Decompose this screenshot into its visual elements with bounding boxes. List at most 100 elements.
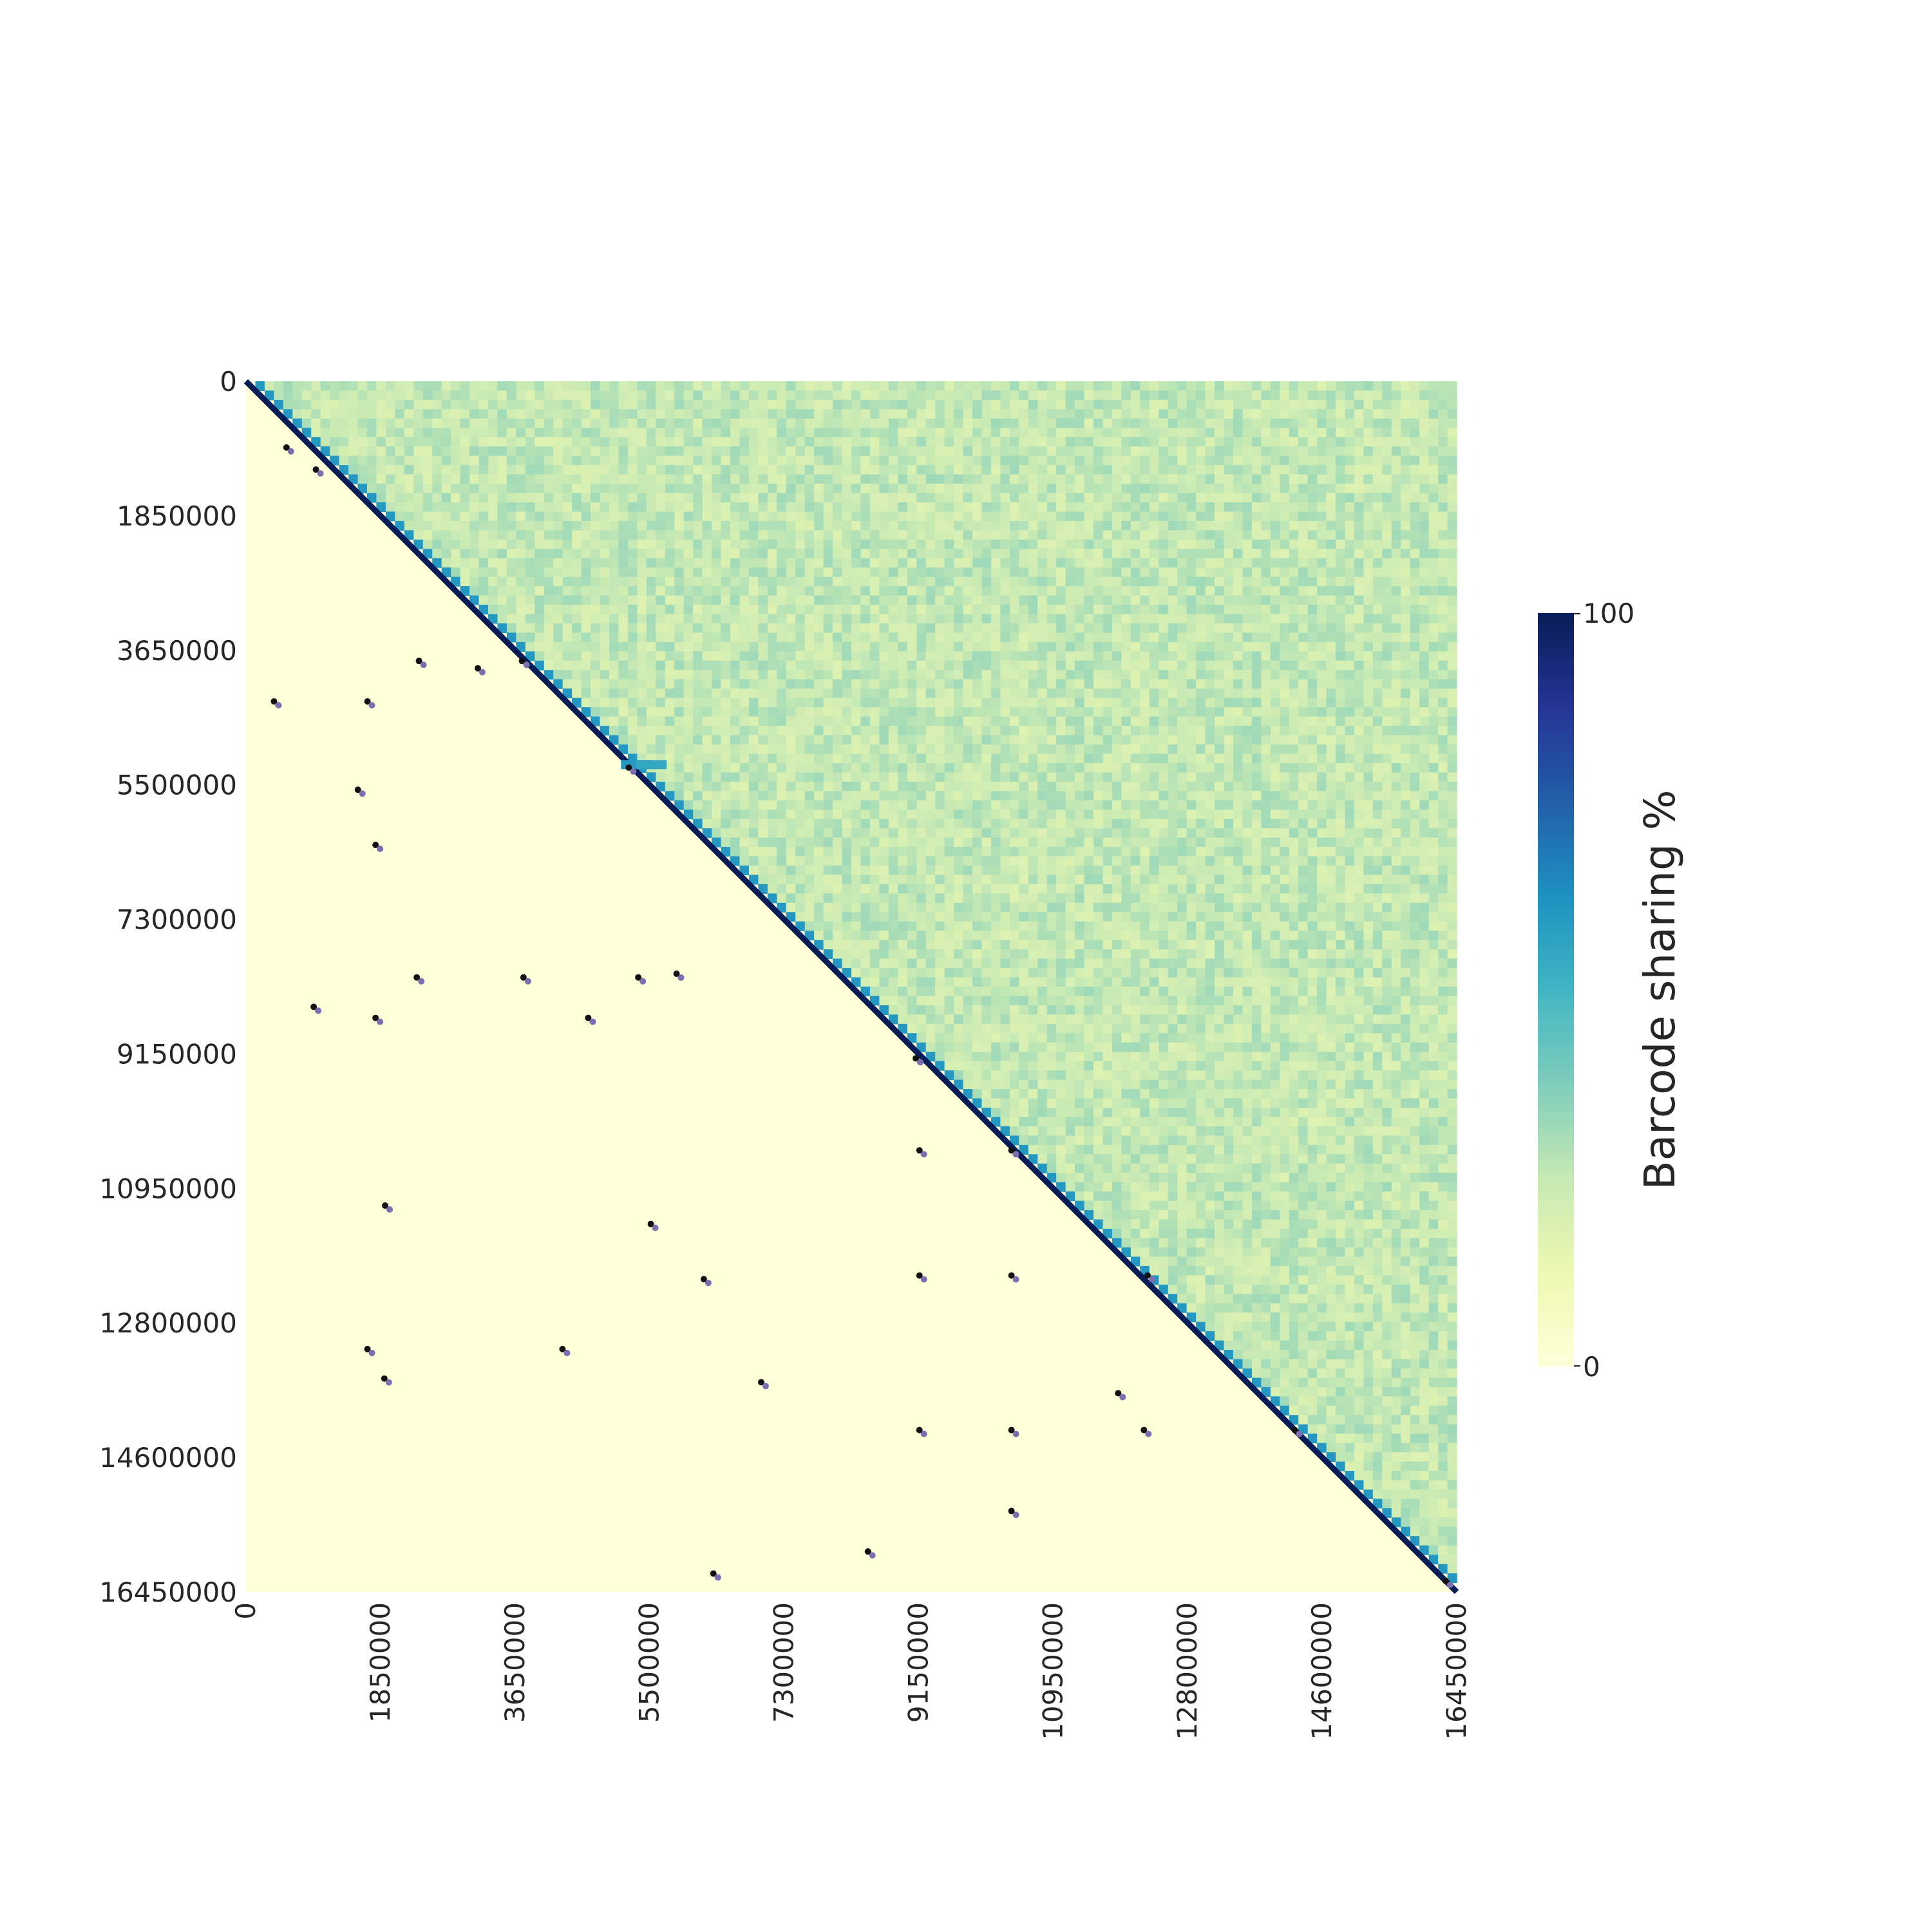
heatmap-cell [1401,688,1411,699]
heatmap-cell [1159,772,1169,782]
heatmap-cell [1382,688,1392,699]
heatmap-cell [907,418,917,428]
heatmap-cell [944,493,954,503]
heatmap-cell [609,605,620,615]
heatmap-cell [1130,409,1141,419]
heatmap-cell [1046,679,1057,689]
heatmap-cell [990,549,1001,559]
heatmap-cell [1046,474,1057,484]
heatmap-cell [656,670,666,680]
heatmap-cell [1298,409,1309,419]
heatmap-cell [627,446,638,457]
heatmap-cell [1196,632,1206,643]
heatmap-cell [739,819,750,829]
heatmap-cell [1233,707,1243,717]
heatmap-cell [683,670,694,680]
heatmap-cell [1391,614,1401,624]
heatmap-cell [1261,660,1271,670]
heatmap-cell [478,484,489,494]
heatmap-cell [1261,399,1271,410]
heatmap-cell [1205,586,1215,596]
heatmap-cell [1401,390,1411,401]
heatmap-cell [1009,381,1019,392]
heatmap-cell [460,381,470,392]
heatmap-cell [1447,539,1457,549]
heatmap-cell [525,586,535,596]
heatmap-cell [767,753,777,764]
heatmap-cell [925,418,936,428]
heatmap-cell [758,716,768,726]
heatmap-cell [1382,586,1392,596]
heatmap-cell [609,716,620,726]
heatmap-cell [972,614,983,624]
heatmap-cell [544,493,554,503]
heatmap-cell [823,539,833,549]
heatmap-cell [758,530,768,540]
heatmap-cell [1112,744,1122,755]
heatmap-cell [869,726,880,736]
heatmap-cell [916,567,927,578]
heatmap-cell [591,549,601,559]
heatmap-cell [1149,660,1159,670]
heatmap-cell [367,455,377,466]
heatmap-cell [1298,781,1309,791]
heatmap-cell [898,753,908,764]
heatmap-cell [1046,446,1057,457]
heatmap-cell [1130,781,1141,791]
heatmap-cell [432,409,442,419]
heatmap-cell [488,409,498,419]
heatmap-cell [1056,520,1066,531]
heatmap-cell [1065,549,1075,559]
heatmap-cell [1307,679,1318,689]
heatmap-cell [1037,679,1048,689]
heatmap-cell [656,399,666,410]
heatmap-cell [1233,465,1243,475]
heatmap-cell [833,753,843,764]
heatmap-cell [1094,399,1104,410]
heatmap-cell [972,660,983,670]
heatmap-cell [814,632,824,643]
heatmap-cell [795,446,806,457]
heatmap-cell [1046,716,1057,726]
heatmap-cell [1094,726,1104,736]
heatmap-cell [981,511,992,522]
heatmap-cell [1009,651,1019,661]
heatmap-cell [712,781,722,791]
heatmap-cell [879,623,889,634]
heatmap-cell [646,595,656,605]
heatmap-cell [721,781,731,791]
heatmap-cell [777,399,787,410]
heatmap-cell [786,567,796,578]
heatmap-cell [1186,455,1197,466]
heatmap-cell [1354,437,1364,447]
heatmap-cell [1000,735,1010,745]
heatmap-cell [712,539,722,549]
heatmap-cell [553,390,564,401]
heatmap-cell [301,390,312,401]
heatmap-cell [1224,586,1234,596]
heatmap-cell [646,567,656,578]
heatmap-cell [1447,614,1457,624]
heatmap-cell [1289,697,1299,708]
heatmap-cell [460,465,470,475]
heatmap-cell [665,781,675,791]
heatmap-cell [1065,576,1075,587]
heatmap-cell [888,744,898,755]
heatmap-cell [851,707,862,717]
heatmap-cell [730,530,741,540]
heatmap-cell [600,697,610,708]
heatmap-cell [1251,474,1262,484]
heatmap-cell [702,493,712,503]
heatmap-cell [842,623,852,634]
heatmap-cell [395,446,405,457]
heatmap-cell [990,530,1001,540]
heatmap-cell [581,530,591,540]
heatmap-cell [460,409,470,419]
heatmap-cell [535,474,545,484]
heatmap-cell [627,418,638,428]
heatmap-cell [618,428,629,438]
heatmap-cell [1094,558,1104,568]
heatmap-cell [795,660,806,670]
heatmap-cell [833,428,843,438]
heatmap-cell [637,520,647,531]
